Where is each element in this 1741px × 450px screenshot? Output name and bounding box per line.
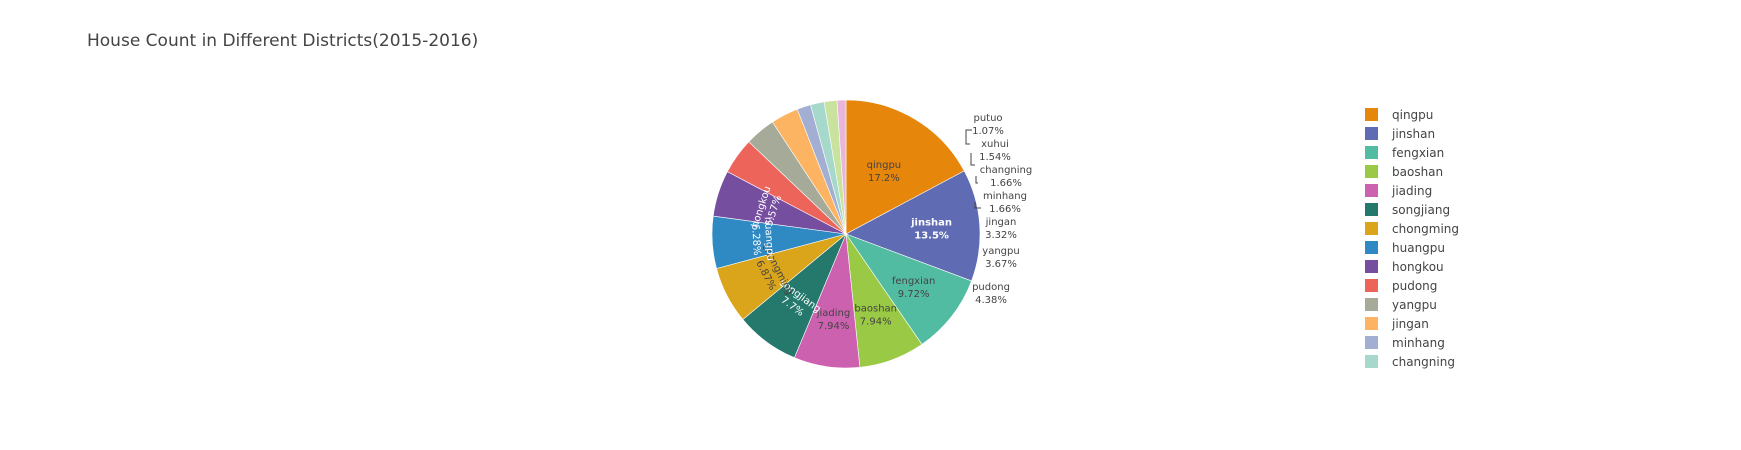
pie-slice-fengxian[interactable] (845, 233, 972, 345)
slice-label-percent: 1.66% (990, 178, 1022, 189)
legend-label: chongming (1392, 222, 1459, 236)
slice-label-pudong: pudong 4.38% (972, 282, 1010, 306)
slice-label-changning: changning 1.66% (980, 165, 1032, 189)
legend-item-hongkou[interactable]: hongkou (1365, 260, 1444, 274)
slice-label-percent: 6.28% (749, 223, 762, 255)
leader-line-xuhui (970, 153, 975, 166)
legend-swatch (1365, 260, 1378, 273)
slice-label-name: putuo (973, 113, 1002, 124)
legend-swatch (1365, 165, 1378, 178)
slice-label-fengxian: fengxian 9.72% (892, 276, 936, 300)
legend-item-jingan[interactable]: jingan (1365, 317, 1429, 331)
slice-label-name: jingan (985, 217, 1017, 228)
slice-label-percent: 3.32% (985, 230, 1017, 241)
slice-label-name: minhang (983, 191, 1027, 202)
slice-label-jinshan: jinshan 13.5% (910, 217, 952, 241)
slice-label-name: jiading (816, 308, 851, 319)
legend-swatch (1365, 203, 1378, 216)
legend-item-yangpu[interactable]: yangpu (1365, 298, 1437, 312)
pie-slice-putuo[interactable] (836, 99, 847, 235)
leader-line-putuo (965, 129, 972, 145)
chart-title: House Count in Different Districts(2015-… (87, 31, 479, 51)
slice-label-baoshan: baoshan 7.94% (854, 304, 897, 328)
leader-line-changning (975, 176, 978, 184)
slice-label-qingpu: qingpu 17.2% (867, 160, 902, 184)
legend-label: fengxian (1392, 146, 1444, 160)
legend-item-chongming[interactable]: chongming (1365, 222, 1459, 236)
slice-label-percent: 4.38% (975, 295, 1007, 306)
legend-item-changning[interactable]: changning (1365, 355, 1455, 369)
slice-label-xuhui: xuhui 1.54% (979, 139, 1011, 163)
slice-label-name: huangpu (762, 216, 776, 261)
legend-label: yangpu (1392, 298, 1437, 312)
legend-item-qingpu[interactable]: qingpu (1365, 108, 1433, 122)
pie-slice-jinshan[interactable] (845, 170, 981, 282)
legend-label: jiading (1391, 184, 1432, 198)
slice-label-percent: 17.2% (868, 173, 900, 184)
legend-item-jiading[interactable]: jiading (1365, 184, 1432, 198)
slice-label-percent: 3.67% (985, 259, 1017, 270)
slice-label-name: changning (980, 165, 1032, 176)
legend-swatch (1365, 298, 1378, 311)
legend-label: songjiang (1392, 203, 1450, 217)
legend-label: minhang (1392, 336, 1445, 350)
legend-label: qingpu (1392, 108, 1433, 122)
legend-swatch (1365, 355, 1378, 368)
slice-label-name: yangpu (982, 246, 1019, 257)
slice-label-percent: 1.07% (972, 126, 1004, 137)
legend-swatch (1365, 108, 1378, 121)
legend-swatch (1365, 317, 1378, 330)
legend-swatch (1365, 279, 1378, 292)
slice-label-name: qingpu (867, 160, 902, 171)
legend-item-songjiang[interactable]: songjiang (1365, 203, 1450, 217)
slice-label-minhang: minhang 1.66% (983, 191, 1027, 215)
slice-label-percent: 1.66% (989, 204, 1021, 215)
legend-label: baoshan (1392, 165, 1443, 179)
slice-label-percent: 9.72% (898, 289, 930, 300)
slice-label-percent: 1.54% (979, 152, 1011, 163)
slice-label-name: xuhui (981, 139, 1009, 150)
legend-swatch (1365, 241, 1378, 254)
pie-slices (711, 99, 981, 369)
legend: qingpu jinshan fengxian baoshan jiading songj… (1365, 108, 1459, 369)
slice-label-name: baoshan (854, 304, 897, 315)
slice-label-percent: 7.94% (860, 317, 892, 328)
slice-label-percent: 13.5% (914, 230, 949, 241)
legend-item-jinshan[interactable]: jinshan (1365, 127, 1435, 141)
legend-item-pudong[interactable]: pudong (1365, 279, 1437, 293)
legend-label: huangpu (1392, 241, 1445, 255)
legend-swatch (1365, 336, 1378, 349)
legend-label: jinshan (1391, 127, 1435, 141)
legend-item-minhang[interactable]: minhang (1365, 336, 1445, 350)
slice-label-yangpu: yangpu 3.67% (982, 246, 1019, 270)
slice-label-putuo: putuo 1.07% (972, 113, 1004, 137)
slice-label-jingan: jingan 3.32% (985, 217, 1017, 241)
leader-line-minhang (974, 202, 981, 209)
legend-swatch (1365, 222, 1378, 235)
legend-swatch (1365, 127, 1378, 140)
slice-label-percent: 7.94% (818, 321, 850, 332)
slice-label-name: jinshan (910, 217, 952, 228)
legend-item-baoshan[interactable]: baoshan (1365, 165, 1443, 179)
legend-label: jingan (1391, 317, 1429, 331)
slice-label-name: pudong (972, 282, 1010, 293)
legend-swatch (1365, 184, 1378, 197)
slice-label-huangpu: huangpu6.28% (749, 216, 776, 262)
legend-label: changning (1392, 355, 1455, 369)
legend-item-huangpu[interactable]: huangpu (1365, 241, 1445, 255)
slice-label-name: fengxian (892, 276, 936, 287)
legend-swatch (1365, 146, 1378, 159)
slice-label-jiading: jiading 7.94% (816, 308, 851, 332)
legend-item-fengxian[interactable]: fengxian (1365, 146, 1444, 160)
legend-label: hongkou (1392, 260, 1444, 274)
legend-label: pudong (1392, 279, 1437, 293)
pie-slice-qingpu[interactable] (845, 99, 965, 235)
